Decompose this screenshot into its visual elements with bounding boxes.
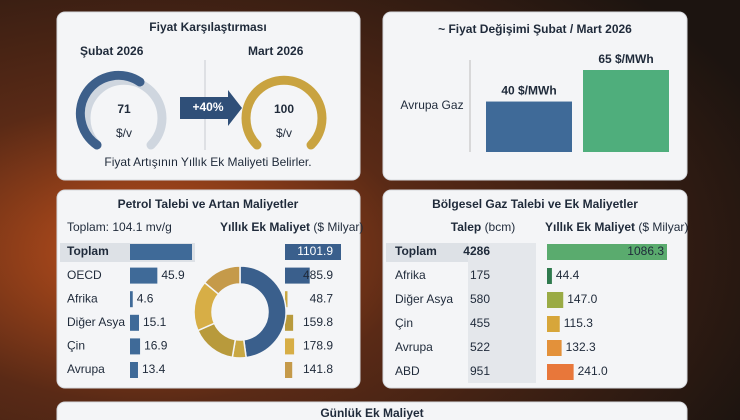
value-label: 241.0 <box>578 364 608 378</box>
demand-value: 4286 <box>463 244 490 258</box>
subtitle-value: 104.1 <box>112 220 142 234</box>
value-label: 40 $/MWh <box>501 84 556 98</box>
column-unit: ($ Milyar) <box>313 220 363 234</box>
value-label: 45.9 <box>161 268 185 282</box>
row-label: Avrupa <box>395 340 433 354</box>
column-unit: (bcm) <box>485 220 516 234</box>
value-label: 178.9 <box>303 339 333 353</box>
row-label: ABD <box>395 364 420 378</box>
subtitle: Toplam: 104.1 mv/g <box>67 220 172 234</box>
price-value: 71 <box>117 102 131 116</box>
subtitle-label: Toplam: <box>67 220 109 234</box>
bar <box>130 267 158 284</box>
value-label: 48.7 <box>310 291 334 305</box>
bar <box>285 244 341 260</box>
donut-segment <box>239 265 287 359</box>
value-label: 141.8 <box>303 362 333 376</box>
row-label: Çin <box>395 316 413 330</box>
demand-value: 580 <box>470 292 490 306</box>
gauge-track <box>81 75 167 150</box>
bar <box>547 316 560 332</box>
column-header-text: Yıllık Ek Maliyet <box>220 220 310 234</box>
period-label: Mart 2026 <box>248 44 304 58</box>
row-label: Afrika <box>395 268 426 282</box>
value-label: 16.9 <box>144 339 168 353</box>
value-label: 13.4 <box>142 362 166 376</box>
bar <box>130 314 139 331</box>
row-label: Toplam <box>395 244 437 258</box>
row-label: Afrika <box>67 291 98 305</box>
bar <box>130 338 141 355</box>
price-unit: $/v <box>276 126 292 140</box>
row-label: Diğer Asya <box>67 315 125 329</box>
bar <box>547 364 574 380</box>
demand-value: 455 <box>470 316 490 330</box>
bar <box>285 291 288 308</box>
column-header-text: Yıllık Ek Maliyet <box>545 220 635 234</box>
panel-title: Petrol Talebi ve Artan Maliyetler <box>118 197 299 211</box>
panel <box>56 11 361 181</box>
panel-title: Bölgesel Gaz Talebi ve Ek Maliyetler <box>432 197 638 211</box>
bar <box>547 340 562 356</box>
value-label: 115.3 <box>564 316 593 330</box>
bar <box>130 291 133 308</box>
row-label: Avrupa <box>67 362 105 376</box>
gauge-fill <box>75 70 145 150</box>
value-label: 485.9 <box>303 268 333 282</box>
value-label: 159.8 <box>303 315 333 329</box>
bar <box>285 314 294 331</box>
bar <box>130 244 192 260</box>
bar <box>285 362 293 378</box>
subtitle-unit: mv/g <box>146 220 172 234</box>
category-label: Avrupa Gaz <box>400 98 463 112</box>
value-label: 132.3 <box>566 340 596 354</box>
bar <box>486 101 572 152</box>
row-label: OECD <box>67 268 102 282</box>
gauge-fill <box>241 75 327 150</box>
bar <box>547 244 667 260</box>
bar <box>285 338 295 355</box>
panel-title: ~ Fiyat Değişimi Şubat / Mart 2026 <box>438 22 632 36</box>
bar <box>547 292 564 308</box>
bar <box>583 70 669 152</box>
value-label: 1101.9 <box>297 244 333 258</box>
row-label: Toplam <box>67 244 109 258</box>
panel <box>56 401 688 420</box>
price-unit: $/v <box>116 126 132 140</box>
panel-title: Fiyat Karşılaştırması <box>149 20 266 34</box>
period-label: Şubat 2026 <box>80 44 144 58</box>
value-label: 147.0 <box>567 292 597 306</box>
bar <box>285 267 310 284</box>
bar <box>547 268 552 284</box>
column-header: Yıllık Ek Maliyet ($ Milyar) <box>545 220 688 234</box>
value-label: 1086.3 <box>627 244 664 258</box>
footer-title: Günlük Ek Maliyet <box>320 406 423 420</box>
value-label: 65 $/MWh <box>598 52 653 66</box>
demand-value: 951 <box>470 364 490 378</box>
price-value: 100 <box>274 102 294 116</box>
column-shade <box>468 243 536 383</box>
row-label: Çin <box>67 339 85 353</box>
value-label: 4.6 <box>137 291 154 305</box>
column-unit: ($ Milyar) <box>638 220 688 234</box>
demand-value: 522 <box>470 340 490 354</box>
column-header-text: Talep <box>451 220 481 234</box>
donut-segment <box>203 265 241 296</box>
bar <box>130 362 138 378</box>
value-label: 15.1 <box>143 315 167 329</box>
change-label: +40% <box>192 100 223 114</box>
row-label: Diğer Asya <box>395 292 453 306</box>
note: Fiyat Artışının Yıllık Ek Maliyeti Belir… <box>104 155 311 169</box>
column-header: Talep (bcm) <box>451 220 515 234</box>
arrow <box>180 90 242 126</box>
demand-value: 175 <box>470 268 490 282</box>
column-header: Yıllık Ek Maliyet ($ Milyar) <box>220 220 363 234</box>
value-label: 44.4 <box>556 268 580 282</box>
